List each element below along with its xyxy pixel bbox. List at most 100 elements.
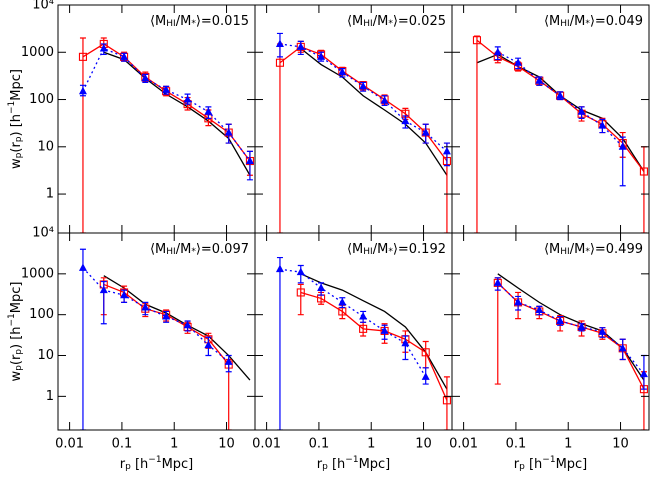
- marker: [120, 290, 129, 299]
- series-line: [497, 282, 645, 375]
- x-axis-label-part: r: [317, 457, 323, 472]
- panel-title-part: ⟨M: [150, 242, 166, 257]
- panel: [78, 37, 254, 233]
- marker: [78, 86, 87, 95]
- marker: [99, 285, 108, 294]
- series-line: [300, 273, 448, 390]
- marker: [162, 312, 171, 320]
- panel-title: ⟨MHI/M*⟩=0.015: [150, 14, 249, 30]
- marker: [493, 47, 502, 56]
- y-tick-label: 1: [46, 389, 54, 404]
- x-tick-label: 1: [564, 437, 572, 452]
- panel: [275, 256, 451, 430]
- series-line: [476, 53, 645, 172]
- x-tick-label: 0.1: [309, 437, 330, 452]
- marker: [421, 348, 430, 357]
- y-axis-label-part: w: [9, 370, 24, 381]
- panel-title-part: /M: [176, 242, 192, 257]
- panel-title-part: ⟨M: [347, 242, 363, 257]
- panel-title-part: ⟨M: [347, 14, 363, 29]
- marker: [421, 372, 430, 380]
- error-bar: [79, 248, 86, 430]
- x-axis-label-part: Mpc]: [556, 457, 588, 472]
- x-axis-label-part: −1: [345, 455, 358, 465]
- panel-title-part: /M: [373, 14, 389, 29]
- panel: [472, 35, 648, 233]
- panel: [493, 273, 648, 430]
- x-axis-label-part: r: [120, 457, 126, 472]
- marker: [639, 369, 648, 378]
- panel-title-part: *: [388, 19, 393, 29]
- marker: [380, 96, 389, 104]
- marker: [598, 121, 607, 129]
- marker: [296, 267, 305, 276]
- x-tick-label: 1: [367, 437, 375, 452]
- y-axis-label-part: −1: [7, 313, 17, 326]
- x-axis-label: rp [h−1Mpc]: [317, 455, 391, 472]
- x-tick-label: 0.01: [252, 437, 281, 452]
- panel-title-part: /M: [570, 14, 586, 29]
- y-axis-label: wp(rp) [h−1Mpc]: [7, 69, 24, 169]
- y-axis-label-part: w: [9, 158, 24, 169]
- series-line: [279, 268, 427, 378]
- panel: [275, 32, 451, 233]
- y-tick-label: 10⁴: [32, 0, 54, 13]
- y-axis-label-part: p: [14, 152, 24, 158]
- panel-title-part: *: [585, 247, 590, 257]
- marker: [639, 167, 648, 176]
- marker: [535, 305, 544, 314]
- marker: [78, 263, 87, 271]
- marker: [421, 128, 430, 136]
- series-line: [476, 39, 645, 172]
- x-axis-label-part: Mpc]: [162, 457, 194, 472]
- marker: [120, 52, 129, 60]
- marker: [317, 283, 326, 292]
- panel-title-part: /M: [570, 242, 586, 257]
- panel-title-part: ⟩=0.025: [393, 14, 446, 29]
- y-tick-label: 10: [37, 348, 54, 363]
- panel-title: ⟨MHI/M*⟩=0.097: [150, 242, 249, 258]
- panel-title-part: ⟩=0.015: [196, 14, 249, 29]
- y-tick-label: 1000: [21, 266, 54, 281]
- panel-title-part: ⟩=0.192: [393, 242, 446, 257]
- y-tick-label: 100: [29, 307, 54, 322]
- y-tick-label: 100: [29, 92, 54, 107]
- marker: [204, 107, 213, 115]
- x-tick-label: 1: [170, 437, 178, 452]
- y-tick-label: 1000: [21, 45, 54, 60]
- panel-title-part: HI: [560, 247, 569, 257]
- marker: [317, 52, 326, 60]
- marker: [514, 58, 523, 66]
- marker: [359, 81, 368, 90]
- x-axis-label: rp [h−1Mpc]: [514, 455, 588, 472]
- panel-title-part: ⟩=0.097: [196, 242, 249, 257]
- panel-title: ⟨MHI/M*⟩=0.499: [544, 242, 643, 258]
- marker: [141, 73, 150, 82]
- x-axis-label-part: p: [125, 462, 131, 472]
- error-bar: [276, 43, 283, 233]
- marker: [296, 42, 305, 50]
- error-bar: [494, 277, 501, 385]
- series-line: [300, 48, 448, 176]
- marker: [359, 312, 368, 320]
- x-axis-label-part: [h: [525, 457, 542, 472]
- series-line: [103, 51, 251, 176]
- marker: [556, 91, 565, 99]
- marker: [275, 264, 284, 273]
- marker: [359, 324, 368, 333]
- marker: [245, 156, 254, 165]
- panel-title-part: *: [585, 19, 590, 29]
- series-line: [82, 47, 251, 162]
- x-axis-label: rp [h−1Mpc]: [120, 455, 194, 472]
- y-axis-label-part: p: [14, 365, 24, 371]
- marker: [577, 107, 586, 115]
- panel-title-part: HI: [166, 19, 175, 29]
- panel-title-part: HI: [363, 247, 372, 257]
- marker: [493, 278, 502, 286]
- x-axis-label-part: Mpc]: [359, 457, 391, 472]
- marker: [535, 76, 544, 84]
- error-bar: [276, 256, 283, 430]
- panel-frame: [254, 4, 453, 234]
- panel-title: ⟨MHI/M*⟩=0.025: [347, 14, 446, 30]
